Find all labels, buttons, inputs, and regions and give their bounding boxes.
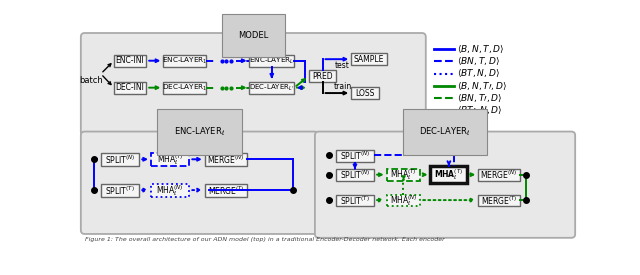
Bar: [478, 169, 520, 181]
Bar: [478, 195, 520, 206]
Text: SPLIT$^{(T)}$: SPLIT$^{(T)}$: [340, 194, 370, 207]
Bar: [205, 153, 247, 166]
Text: $\langle BT\prime, N, D\rangle$: $\langle BT\prime, N, D\rangle$: [458, 105, 502, 116]
Text: ENC-LAYER$_\ell$: ENC-LAYER$_\ell$: [174, 126, 225, 139]
Bar: [101, 153, 140, 166]
Text: PRED: PRED: [312, 72, 333, 81]
Text: DEC-INI: DEC-INI: [116, 83, 145, 92]
Text: MHA$_\ell^{(N)}$: MHA$_\ell^{(N)}$: [157, 183, 184, 197]
Text: train: train: [333, 82, 352, 91]
Text: DEC-LAYER$_\ell$: DEC-LAYER$_\ell$: [419, 126, 471, 139]
Bar: [336, 150, 374, 162]
Bar: [431, 166, 467, 183]
Text: $\langle BN, T, D\rangle$: $\langle BN, T, D\rangle$: [458, 56, 500, 67]
Text: test: test: [335, 61, 350, 70]
Text: $\langle B, N, T, D\rangle$: $\langle B, N, T, D\rangle$: [458, 44, 505, 55]
Text: SPLIT$^{(N)}$: SPLIT$^{(N)}$: [340, 169, 370, 181]
Text: SPLIT$^{(T)}$: SPLIT$^{(T)}$: [105, 184, 135, 197]
Bar: [308, 70, 337, 82]
Bar: [163, 81, 206, 94]
Bar: [151, 153, 189, 166]
Text: ENC-INI: ENC-INI: [116, 56, 145, 65]
FancyBboxPatch shape: [315, 131, 575, 238]
Text: MHA$_\ell^{(T)}$: MHA$_\ell^{(T)}$: [157, 152, 184, 167]
Text: DEC-LAYER$_{L'}$: DEC-LAYER$_{L'}$: [249, 82, 294, 93]
Bar: [336, 169, 374, 181]
Bar: [151, 184, 189, 197]
Text: MERGE$^{(N)}$: MERGE$^{(N)}$: [481, 169, 518, 181]
Text: MHA$_\ell^{(T)}$: MHA$_\ell^{(T)}$: [390, 167, 417, 182]
Bar: [387, 195, 420, 206]
FancyBboxPatch shape: [81, 33, 426, 135]
Bar: [114, 81, 147, 94]
Text: MHA$_\ell^{(T)}$: MHA$_\ell^{(T)}$: [435, 167, 463, 182]
Text: SPLIT$^{(N)}$: SPLIT$^{(N)}$: [340, 150, 370, 162]
Text: $\langle BT, N, D\rangle$: $\langle BT, N, D\rangle$: [458, 68, 500, 79]
Bar: [351, 53, 387, 65]
Bar: [163, 54, 206, 67]
Text: SAMPLE: SAMPLE: [354, 55, 384, 64]
Bar: [114, 54, 147, 67]
Bar: [250, 81, 294, 94]
Text: ENC-LAYER$_L$: ENC-LAYER$_L$: [249, 56, 294, 66]
Text: MERGE$^{(T)}$: MERGE$^{(T)}$: [208, 184, 244, 197]
Bar: [205, 184, 247, 197]
Text: MODEL: MODEL: [238, 31, 268, 40]
Text: LOSS: LOSS: [355, 89, 374, 98]
Text: batch: batch: [80, 76, 104, 85]
Bar: [101, 184, 140, 197]
Text: Figure 1: The overall architecture of our ADN model (top) in a traditional Encod: Figure 1: The overall architecture of ou…: [84, 237, 444, 242]
Bar: [250, 54, 294, 67]
Text: $\langle B, N, T\prime, D\rangle$: $\langle B, N, T\prime, D\rangle$: [458, 81, 508, 92]
Text: $\langle BN, T\prime, D\rangle$: $\langle BN, T\prime, D\rangle$: [458, 93, 502, 104]
Bar: [336, 195, 374, 206]
Text: ENC-LAYER$_1$: ENC-LAYER$_1$: [162, 56, 207, 66]
Text: MERGE$^{(T)}$: MERGE$^{(T)}$: [481, 194, 517, 207]
Text: MHA$_\ell^{(N)}$: MHA$_\ell^{(N)}$: [390, 193, 417, 208]
Text: DEC-LAYER$_1$: DEC-LAYER$_1$: [162, 82, 207, 93]
Bar: [387, 169, 420, 181]
FancyBboxPatch shape: [81, 131, 318, 234]
Text: MERGE$^{(N)}$: MERGE$^{(N)}$: [207, 153, 244, 166]
Bar: [351, 87, 379, 99]
Text: SPLIT$^{(N)}$: SPLIT$^{(N)}$: [105, 153, 135, 166]
